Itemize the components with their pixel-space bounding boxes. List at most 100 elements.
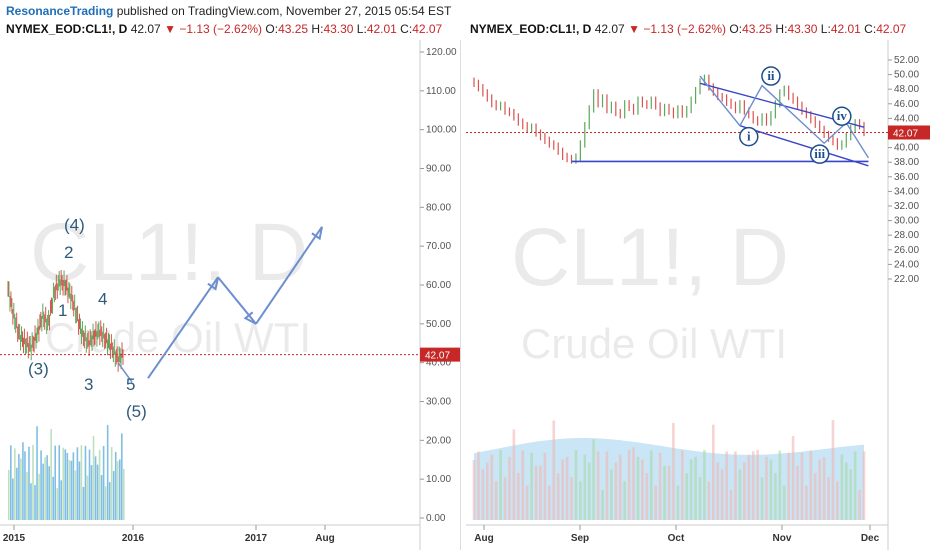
volume-bar xyxy=(649,450,653,520)
open-value: 43.25 xyxy=(278,22,309,36)
y-tick-label: 50.00 xyxy=(894,70,919,81)
volume-bar xyxy=(20,458,22,520)
volume-bar xyxy=(98,449,101,520)
volume-bar xyxy=(62,447,65,520)
wave-circle-label: i xyxy=(747,129,751,144)
last-price-tag xyxy=(420,347,460,362)
volume-bar xyxy=(114,451,117,520)
volume-bar xyxy=(813,473,817,520)
x-tick-label: Oct xyxy=(668,533,685,544)
volume-bar xyxy=(18,454,20,520)
volume-bar xyxy=(632,447,635,520)
volume-bar xyxy=(853,451,857,520)
y-tick-label: 34.00 xyxy=(894,186,919,197)
left-chart-panel[interactable]: CL1!, D Crude Oil WTI 120.00 110.00 100.00 90… xyxy=(0,40,461,550)
right-chart-svg[interactable]: CL1!, D Crude Oil WTI 52.00 50.00 48.00 46.00… xyxy=(466,40,932,550)
y-tick-label: 0.00 xyxy=(426,513,446,524)
volume-bar xyxy=(530,452,533,520)
volume-bar xyxy=(658,452,662,520)
volume-bar xyxy=(24,451,26,520)
volume-bar xyxy=(512,429,516,520)
volume-bar xyxy=(52,476,54,520)
y-tick-label: 40.00 xyxy=(426,358,451,369)
high-value: 43.30 xyxy=(323,22,354,36)
volume-bar xyxy=(716,462,720,520)
volume-bar xyxy=(849,469,853,520)
x-tick-label: Aug xyxy=(315,533,334,544)
volume-bar xyxy=(805,485,808,520)
volume-bar xyxy=(685,473,689,520)
wave-label: 4 xyxy=(98,289,107,308)
volume-bar xyxy=(16,467,18,520)
symbol-label: NYMEX_EOD:CL1!, D xyxy=(470,22,592,36)
wave-label: (3) xyxy=(28,359,49,378)
volume-bar xyxy=(592,439,595,520)
change-value: −1.13 (−2.62%) xyxy=(179,22,263,36)
volume-bar xyxy=(499,450,502,520)
volume-bar xyxy=(583,454,587,520)
projection-arrow xyxy=(217,276,257,325)
arrow-head xyxy=(243,311,257,325)
volume-bar xyxy=(521,450,525,520)
y-tick-label: 32.00 xyxy=(894,201,919,212)
last-price-label: 42.07 xyxy=(425,351,450,362)
volume-bar xyxy=(116,461,119,520)
y-tick-label: 10.00 xyxy=(426,474,451,485)
volume-bar xyxy=(548,485,551,520)
published-text: published on TradingView.com, November 2… xyxy=(113,4,452,18)
volume-bar xyxy=(72,452,75,520)
volume-bar xyxy=(641,459,644,520)
volume-bar xyxy=(565,456,569,520)
volume-bar xyxy=(751,451,755,520)
volume-bar xyxy=(782,485,786,520)
right-chart-panel[interactable]: CL1!, D Crude Oil WTI 52.00 50.00 48.00 46.00… xyxy=(466,40,932,550)
volume-bar xyxy=(543,452,547,520)
last-price-label: 42.07 xyxy=(893,128,918,139)
y-tick-label: 20.00 xyxy=(426,435,451,446)
volume-bar xyxy=(44,457,46,520)
volume-bar xyxy=(84,445,87,520)
volume-bar xyxy=(106,425,109,520)
volume-bar xyxy=(26,472,28,520)
volume-bar xyxy=(636,456,640,520)
volume-bar xyxy=(663,465,666,520)
volume-bar xyxy=(90,465,93,520)
volume-bar xyxy=(791,435,795,520)
close-value: 42.07 xyxy=(412,22,443,36)
y-tick-label: 90.00 xyxy=(426,164,451,175)
volume-bar xyxy=(539,465,542,520)
low-value: 42.01 xyxy=(366,22,397,36)
wave-circle-label: iii xyxy=(814,146,825,161)
volume-bar xyxy=(517,473,520,520)
x-tick-label: Sep xyxy=(571,533,589,544)
projection-arrow xyxy=(255,226,323,325)
volume-bar xyxy=(769,459,773,520)
wave-label: (5) xyxy=(126,402,147,421)
y-tick-label: 80.00 xyxy=(426,202,451,213)
volume-bar xyxy=(729,489,733,520)
volume-bar xyxy=(680,450,684,520)
wave-label: 2 xyxy=(64,243,73,262)
volume-bar xyxy=(836,481,839,520)
volume-bar xyxy=(118,459,121,520)
y-tick-label: 26.00 xyxy=(894,245,919,256)
down-arrow-icon: ▼ xyxy=(628,22,640,36)
volume-bar xyxy=(765,456,768,520)
volume-bar xyxy=(30,483,32,520)
wave-label: (4) xyxy=(64,216,85,235)
brand-link[interactable]: ResonanceTrading xyxy=(6,4,114,18)
y-tick-label: 110.00 xyxy=(426,86,456,97)
volume-bar xyxy=(796,465,799,520)
volume-bar xyxy=(104,486,107,520)
x-tick-label: Nov xyxy=(773,533,792,544)
volume-bar xyxy=(614,462,618,520)
volume-bar xyxy=(618,454,622,520)
y-tick-label: 24.00 xyxy=(894,259,919,270)
volume-bar xyxy=(96,464,99,520)
y-tick-label: 28.00 xyxy=(894,230,919,241)
y-tick-label: 40.00 xyxy=(894,143,919,154)
wave-circle xyxy=(832,106,852,126)
down-arrow-icon: ▼ xyxy=(164,22,176,36)
volume-bar xyxy=(40,450,42,520)
